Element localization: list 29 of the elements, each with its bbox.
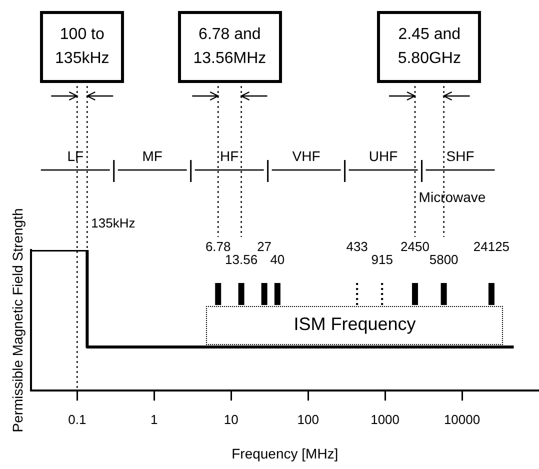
ref-line-label: 6.78: [205, 239, 231, 254]
ref-line-label: 40: [270, 252, 285, 268]
text: SHF: [446, 148, 474, 164]
text: 2.45 and 5.80GHz: [377, 11, 482, 83]
ref-line-label: 433: [346, 239, 368, 254]
x-tick-label: 1: [150, 412, 158, 427]
ref-line-label: 5800: [429, 252, 458, 268]
y-axis-title: Permissible Magnetic Field Strength: [9, 208, 26, 432]
text: LF: [67, 148, 84, 164]
x-tick-label: 10: [224, 412, 238, 427]
dotted-frame: ISM Frequency: [206, 306, 504, 345]
text: UHF: [368, 148, 398, 164]
ref-line-label: 24125: [473, 239, 510, 254]
x-tick-label: 100: [297, 412, 319, 427]
ref-line-label: 135kHz: [91, 216, 136, 231]
ref-line-label: 2450: [400, 239, 430, 254]
text: HF: [220, 148, 239, 164]
ref-line-label: 915: [371, 252, 393, 268]
text: MF: [142, 148, 162, 164]
text: VHF: [292, 148, 320, 164]
ref-line-label: 13.56: [225, 252, 258, 268]
x-tick-label: 0.1: [68, 412, 86, 427]
x-axis-title: Frequency [MHz]: [232, 445, 338, 462]
x-tick-label: 1000: [370, 412, 400, 427]
text: Microwave: [418, 189, 486, 205]
text: 100 to 135kHz: [40, 11, 124, 83]
x-tick-label: 10000: [444, 412, 480, 427]
ref-line-label: 27: [257, 239, 272, 254]
text: 6.78 and 13.56MHz: [178, 11, 282, 83]
